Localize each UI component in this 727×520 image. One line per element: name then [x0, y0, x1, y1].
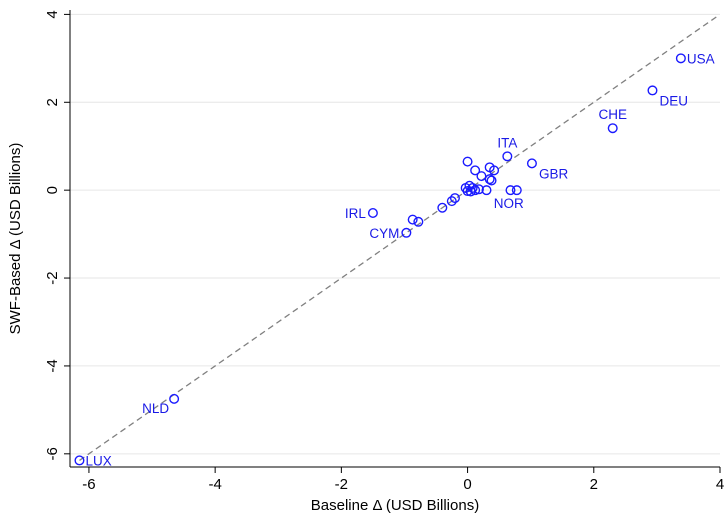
data-point-10	[462, 156, 473, 167]
data-point-29	[413, 216, 424, 227]
data-point-27	[446, 196, 457, 207]
data-point-13	[489, 165, 500, 176]
x-tick-label-1: -4	[208, 476, 221, 493]
data-point-7	[401, 227, 412, 238]
y-tick-label-1: -4	[44, 359, 61, 372]
data-point-1	[647, 85, 658, 96]
x-axis-label: Baseline Δ (USD Billions)	[311, 497, 479, 514]
data-point-28	[437, 202, 448, 213]
data-points	[74, 53, 686, 466]
data-point-6	[367, 208, 378, 219]
point-label-ita: ITA	[497, 135, 517, 150]
x-tick-label-0: -6	[82, 476, 95, 493]
y-tick-label-0: -6	[44, 447, 61, 460]
data-point-9	[74, 455, 85, 466]
y-tick-label-4: 2	[44, 98, 61, 106]
data-point-11	[470, 165, 481, 176]
grid-lines	[70, 13, 720, 455]
point-label-che: CHE	[598, 107, 627, 122]
point-label-usa: USA	[687, 51, 715, 66]
point-label-nld: NLD	[142, 401, 169, 416]
y-tick-label-3: 0	[44, 186, 61, 194]
data-point-4	[526, 158, 537, 169]
data-point-18	[481, 185, 492, 196]
data-point-14	[476, 171, 487, 182]
x-tick-label-5: 4	[716, 476, 724, 493]
y-axis-label: SWF-Based Δ (USD Billions)	[7, 143, 24, 335]
x-tick-label-4: 2	[590, 476, 598, 493]
point-label-irl: IRL	[345, 206, 367, 221]
data-point-17	[505, 185, 516, 196]
data-point-26	[449, 193, 460, 204]
y-tick-label-2: -2	[44, 271, 61, 284]
point-label-lux: LUX	[85, 453, 111, 468]
data-point-16	[486, 175, 497, 186]
data-point-25	[465, 186, 476, 197]
point-label-nor: NOR	[494, 196, 524, 211]
point-label-gbr: GBR	[539, 166, 569, 181]
point-label-cym: CYM	[369, 226, 399, 241]
x-tick-label-3: 0	[463, 476, 471, 493]
data-point-30	[407, 214, 418, 225]
data-point-8	[169, 393, 180, 404]
x-tick-label-2: -2	[335, 476, 348, 493]
y-axis-ticks: -6 -4 -2 0 2 4	[44, 10, 70, 460]
data-point-15	[484, 174, 495, 185]
data-point-5	[511, 185, 522, 196]
x-axis-ticks: -6 -4 -2 0 2 4	[82, 467, 724, 493]
data-point-2	[607, 123, 618, 134]
data-point-0	[675, 53, 686, 64]
data-point-3	[502, 151, 513, 162]
point-label-deu: DEU	[659, 93, 688, 108]
y-tick-label-5: 4	[44, 10, 61, 18]
